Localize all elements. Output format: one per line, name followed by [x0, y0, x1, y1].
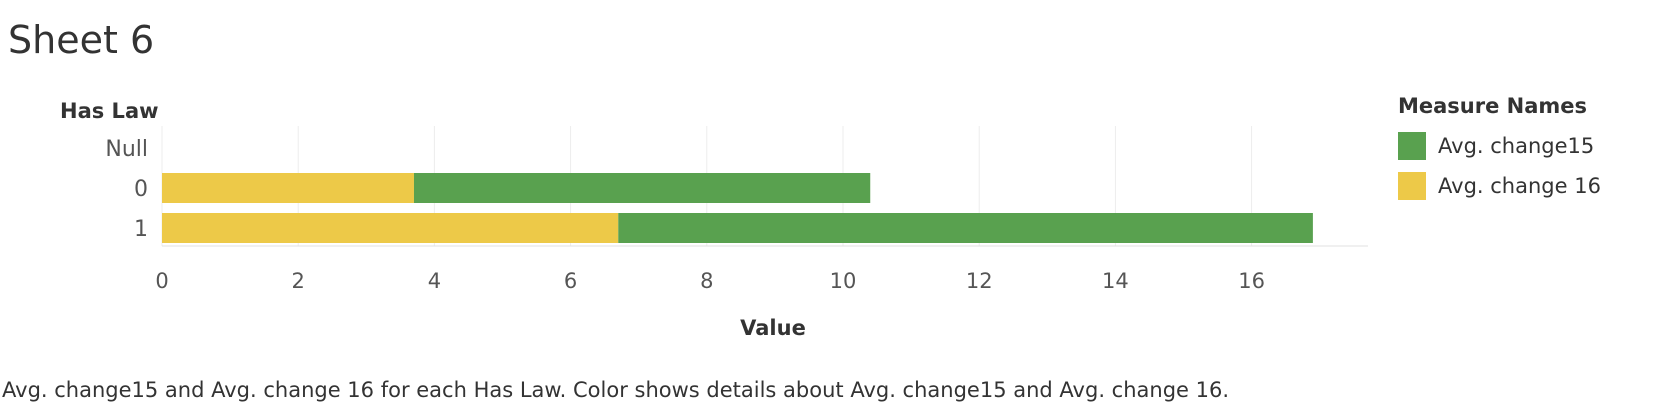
row-label: 0 [134, 177, 148, 202]
row-labels: Null 0 1 [105, 137, 148, 242]
x-axis-label: Value [740, 316, 806, 340]
bars [162, 173, 1313, 243]
x-axis-ticks: 0 2 4 6 8 10 12 14 16 [155, 269, 1265, 293]
x-tick-label: 12 [966, 269, 993, 293]
x-tick-label: 2 [292, 269, 305, 293]
row-label: Null [105, 137, 148, 162]
bar-segment[interactable] [162, 213, 619, 243]
x-tick-label: 10 [830, 269, 857, 293]
legend: Measure Names Avg. change15 Avg. change … [1398, 94, 1601, 206]
legend-swatch-yellow [1398, 172, 1426, 200]
x-tick-label: 16 [1238, 269, 1265, 293]
x-tick-label: 0 [155, 269, 168, 293]
legend-label: Avg. change15 [1438, 134, 1595, 158]
row-label: 1 [134, 217, 148, 242]
row-header: Has Law [60, 99, 159, 123]
bar-chart: Has Law Null 0 1 0 2 4 6 8 10 12 14 16 Value [60, 99, 1368, 340]
bar-segment[interactable] [413, 173, 871, 203]
legend-item-avg-change16[interactable]: Avg. change 16 [1398, 166, 1601, 206]
bar-segment[interactable] [162, 173, 414, 203]
x-tick-label: 8 [700, 269, 713, 293]
legend-title: Measure Names [1398, 94, 1588, 118]
bar-segment[interactable] [618, 213, 1313, 243]
caption: Avg. change15 and Avg. change 16 for eac… [2, 378, 1230, 402]
x-tick-label: 6 [564, 269, 577, 293]
x-tick-label: 14 [1102, 269, 1129, 293]
x-tick-label: 4 [428, 269, 441, 293]
legend-swatch-green [1398, 132, 1426, 160]
legend-label: Avg. change 16 [1438, 174, 1601, 198]
sheet-title: Sheet 6 [8, 18, 155, 62]
legend-item-avg-change15[interactable]: Avg. change15 [1398, 126, 1601, 166]
